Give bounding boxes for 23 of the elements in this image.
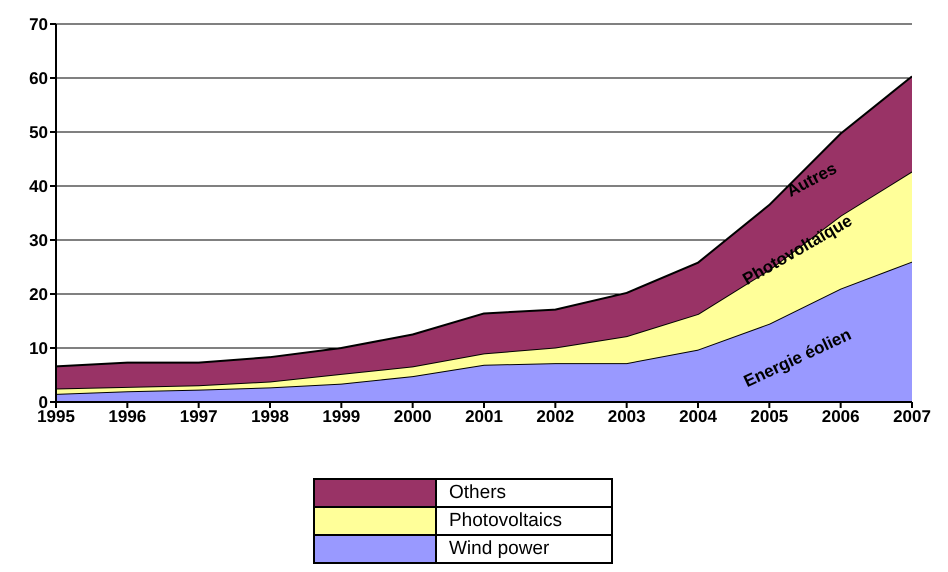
x-tick-label: 2003 [608, 407, 646, 426]
y-tick-label: 30 [29, 231, 48, 250]
y-tick-label: 10 [29, 339, 48, 358]
x-tick-label: 2002 [536, 407, 574, 426]
x-tick-label: 2000 [394, 407, 432, 426]
legend-label: Wind power [448, 537, 550, 561]
y-tick-label: 20 [29, 285, 48, 304]
x-tick-label: 1998 [251, 407, 289, 426]
x-tick-label: 2004 [679, 407, 718, 426]
y-tick-label: 60 [29, 69, 48, 88]
x-tick-label: 1997 [180, 407, 218, 426]
x-tick-label: 2001 [465, 407, 503, 426]
y-tick-label: 70 [29, 15, 48, 34]
x-tick-label: 1996 [108, 407, 146, 426]
y-tick-label: 40 [29, 177, 48, 196]
x-tick-label: 2005 [750, 407, 788, 426]
legend-label: Photovoltaics [448, 509, 564, 533]
legend-label: Others [448, 481, 508, 505]
x-tick-label: 1999 [322, 407, 360, 426]
x-tick-label: 2007 [893, 407, 931, 426]
x-tick-label: 1995 [37, 407, 75, 426]
x-tick-label: 2006 [822, 407, 860, 426]
y-tick-label: 50 [29, 123, 48, 142]
